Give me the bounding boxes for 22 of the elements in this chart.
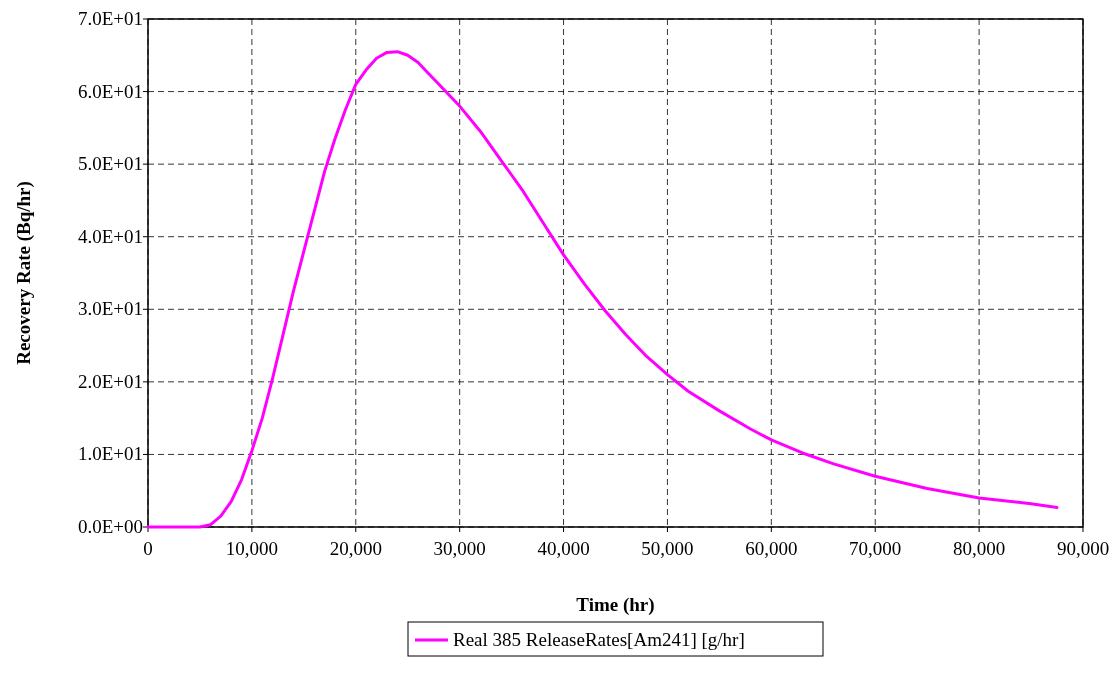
x-tick-label: 10,000 xyxy=(225,538,279,559)
x-tick-label: 30,000 xyxy=(433,538,486,559)
x-tick-label: 60,000 xyxy=(745,538,798,559)
legend-label: Real 385 ReleaseRates[Am241] [g/hr] xyxy=(453,629,745,650)
line-series xyxy=(146,50,1059,529)
y-tick-label: 3.0E+01 xyxy=(77,298,143,320)
y-axis-title: Recovery Rate (Bq/hr) xyxy=(13,181,35,365)
y-tick-label: 6.0E+01 xyxy=(77,80,143,102)
x-tick-label: 20,000 xyxy=(329,538,382,559)
y-tick-label: 5.0E+01 xyxy=(77,153,143,175)
y-tick-label: 4.0E+01 xyxy=(77,225,143,247)
x-tick-label: 90,000 xyxy=(1056,538,1110,559)
x-tick-label: 40,000 xyxy=(537,538,590,559)
x-tick-label: 0 xyxy=(143,538,153,559)
x-axis-title: Time (hr) xyxy=(576,594,655,616)
x-tick-label: 80,000 xyxy=(952,538,1006,559)
y-tick-label: 7.0E+01 xyxy=(77,8,143,29)
y-tick-label: 2.0E+01 xyxy=(77,370,143,392)
x-tick-label: 70,000 xyxy=(849,538,902,559)
y-tick-label: 0.0E+00 xyxy=(77,516,143,537)
y-tick-label: 1.0E+01 xyxy=(77,443,143,465)
x-tick-label: 50,000 xyxy=(641,538,694,559)
